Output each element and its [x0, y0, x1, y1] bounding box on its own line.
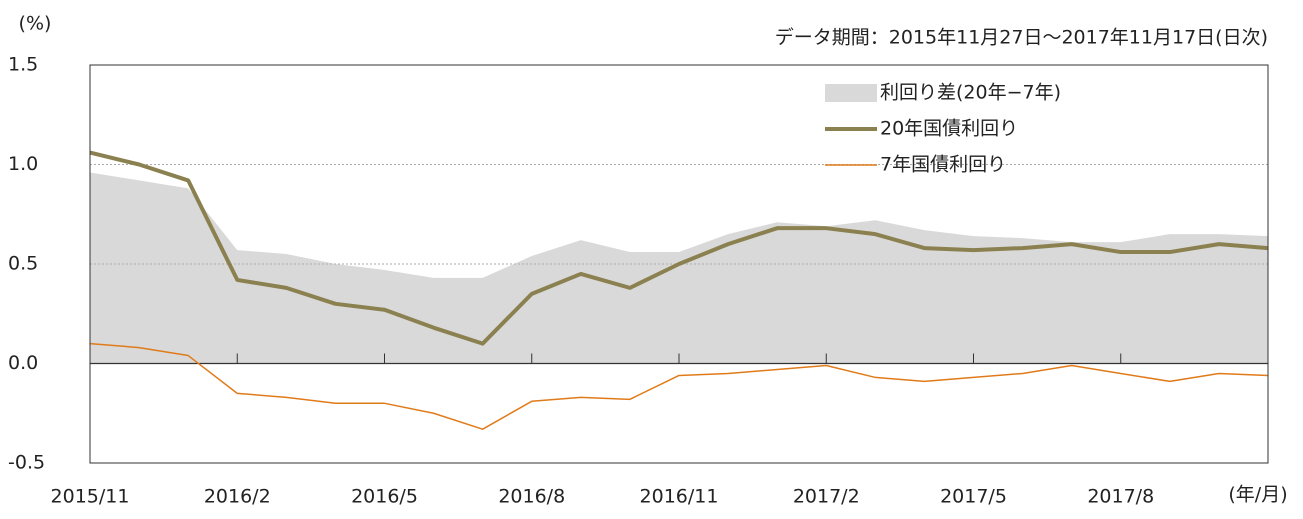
y-unit: (%) — [19, 13, 52, 35]
yield-line — [89, 150, 1269, 346]
x-tick-label: 2016/5 — [351, 486, 418, 508]
y-tick-label: 1.5 — [8, 54, 38, 76]
y-tick-label: 1.0 — [8, 153, 38, 175]
x-tick-label: 2017/2 — [793, 486, 860, 508]
yield-line — [89, 342, 1269, 430]
y-tick-label: 0.5 — [8, 253, 38, 275]
y-tick-label: -0.5 — [8, 452, 45, 474]
x-tick-label: 2015/11 — [51, 486, 130, 508]
legend-label: 7年国債利回り — [880, 154, 1006, 176]
x-tick-label: 2017/8 — [1087, 486, 1154, 508]
y-tick-label: 0.0 — [8, 352, 38, 374]
legend-swatch — [825, 84, 877, 102]
x-tick-label: 2016/11 — [640, 486, 719, 508]
x-tick-label: 2016/8 — [498, 486, 565, 508]
spread-area — [90, 172, 1268, 364]
data-period: データ期間：2015年11月27日～2017年11月17日(日次) — [775, 27, 1268, 49]
x-unit: (年/月) — [1228, 484, 1287, 506]
legend-label: 20年国債利回り — [880, 118, 1018, 140]
x-tick-label: 2017/5 — [940, 486, 1007, 508]
legend-label: 利回り差(20年−7年) — [880, 82, 1061, 104]
plot-frame — [89, 64, 1269, 464]
x-tick-label: 2016/2 — [204, 486, 271, 508]
